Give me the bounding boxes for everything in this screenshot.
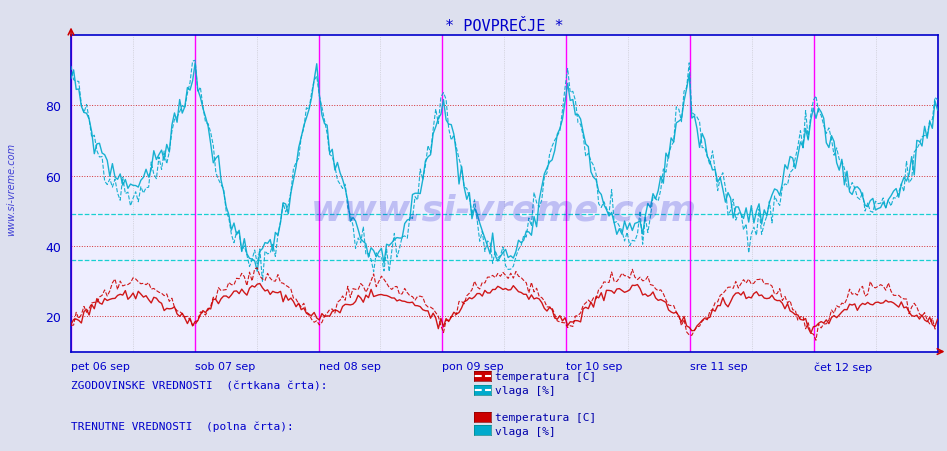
Text: temperatura [C]: temperatura [C] bbox=[495, 412, 597, 422]
Text: TRENUTNE VREDNOSTI  (polna črta):: TRENUTNE VREDNOSTI (polna črta): bbox=[71, 421, 294, 432]
Text: vlaga [%]: vlaga [%] bbox=[495, 426, 556, 436]
Text: temperatura [C]: temperatura [C] bbox=[495, 372, 597, 382]
Title: * POVPREČJE *: * POVPREČJE * bbox=[445, 18, 563, 33]
Text: vlaga [%]: vlaga [%] bbox=[495, 385, 556, 395]
Text: www.si-vreme.com: www.si-vreme.com bbox=[7, 143, 16, 236]
Text: ZGODOVINSKE VREDNOSTI  (črtkana črta):: ZGODOVINSKE VREDNOSTI (črtkana črta): bbox=[71, 381, 328, 391]
Text: www.si-vreme.com: www.si-vreme.com bbox=[312, 193, 697, 227]
